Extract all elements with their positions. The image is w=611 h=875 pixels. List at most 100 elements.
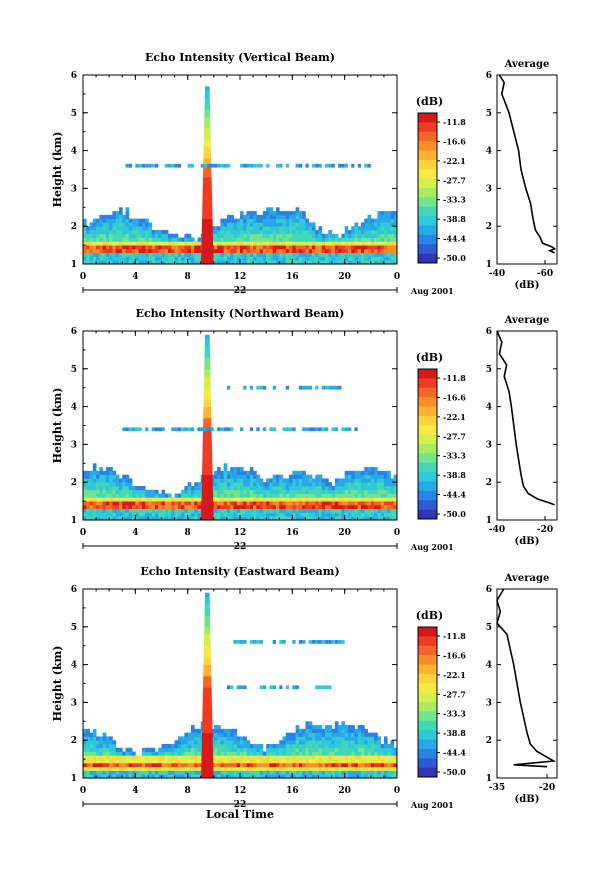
profile-title: Average xyxy=(504,573,550,584)
heatmap-cell xyxy=(393,501,398,506)
heatmap-cell xyxy=(184,504,189,510)
heatmap-cell xyxy=(177,256,182,261)
heatmap-cell xyxy=(236,467,241,472)
heatmap-cell xyxy=(370,755,375,760)
heatmap-cell xyxy=(383,248,388,254)
heatmap-spike-cell xyxy=(204,353,210,358)
heatmap-cell xyxy=(249,229,254,235)
heatmap-cell xyxy=(367,237,372,242)
heatmap-cell xyxy=(230,252,234,257)
heatmap-cell xyxy=(295,478,300,483)
heatmap-cell xyxy=(240,470,244,476)
profile-x-tick-label: -20 xyxy=(537,525,553,535)
heatmap-cell xyxy=(223,222,228,227)
colorbar-label: (dB) xyxy=(416,351,443,364)
heatmap-cell xyxy=(187,762,192,768)
heatmap-cell xyxy=(177,245,182,250)
heatmap-cell xyxy=(243,226,247,231)
heatmap-cell xyxy=(246,218,251,223)
heatmap-cell xyxy=(194,493,198,498)
heatmap-spike-cell xyxy=(201,759,214,764)
heatmap-cell xyxy=(112,497,117,502)
heatmap-cell xyxy=(213,725,218,730)
heatmap-cell xyxy=(154,770,159,775)
profile-y-tick-label: 5 xyxy=(486,623,492,633)
heatmap-spike-cell xyxy=(204,600,210,605)
heatmap-cell xyxy=(226,482,231,487)
heatmap-cell xyxy=(377,740,382,745)
heatmap-cell xyxy=(213,504,218,510)
heatmap-cell xyxy=(364,736,368,741)
heatmap-cell xyxy=(102,732,107,737)
heatmap-cell xyxy=(275,474,280,479)
heatmap-cell xyxy=(354,516,359,521)
heatmap-cell xyxy=(383,501,388,506)
heatmap-cell xyxy=(158,229,162,235)
heatmap-cell xyxy=(331,516,336,521)
colorbar-tick-label: -44.4 xyxy=(443,748,466,758)
x-tick-label: 0 xyxy=(80,272,86,282)
heatmap-band-cell xyxy=(338,640,342,644)
heatmap-cell xyxy=(246,497,251,502)
heatmap-cell xyxy=(387,743,391,749)
heatmap-cell xyxy=(164,759,169,764)
heatmap-cell xyxy=(197,751,202,756)
heatmap-cell xyxy=(125,770,130,775)
y-tick-label: 3 xyxy=(71,440,77,450)
heatmap-cell xyxy=(246,516,251,521)
heatmap-cell xyxy=(125,497,130,502)
heatmap-cell xyxy=(275,245,280,250)
heatmap-cell xyxy=(236,245,241,250)
heatmap-cell xyxy=(256,743,261,749)
heatmap-cell xyxy=(311,248,316,254)
heatmap-cell xyxy=(387,501,391,506)
heatmap-cell xyxy=(246,508,251,513)
heatmap-cell xyxy=(305,226,310,231)
x-tick-label: 0 xyxy=(394,272,400,282)
heatmap-cell xyxy=(364,218,368,223)
heatmap-cell xyxy=(187,237,192,242)
heatmap-cell xyxy=(390,755,395,760)
heatmap-cell xyxy=(285,755,290,760)
heatmap-cell xyxy=(246,233,251,238)
heatmap-band-cell xyxy=(128,427,133,432)
heatmap-cell xyxy=(377,214,382,220)
heatmap-cell xyxy=(96,743,100,749)
x-axis-label: Local Time xyxy=(206,808,274,821)
heatmap-cell xyxy=(279,260,283,265)
heatmap-cell xyxy=(311,241,316,246)
heatmap-cell xyxy=(269,501,274,506)
heatmap-cell xyxy=(328,516,332,521)
heatmap-cell xyxy=(315,245,319,250)
heatmap-cell xyxy=(92,237,97,242)
heatmap-cell xyxy=(266,774,270,779)
heatmap-cell xyxy=(325,237,329,242)
heatmap-cell xyxy=(145,512,149,517)
heatmap-cell xyxy=(92,774,97,779)
heatmap-cell xyxy=(282,774,287,779)
heatmap-cell xyxy=(96,497,100,502)
heatmap-spike-cell xyxy=(202,706,213,711)
heatmap-cell xyxy=(109,774,113,779)
heatmap-spike-cell xyxy=(203,664,212,669)
colorbar-swatch xyxy=(418,369,437,379)
heatmap-cell xyxy=(390,493,395,498)
heatmap-spike-cell xyxy=(202,218,213,223)
heatmap-spike-cell xyxy=(204,365,211,370)
heatmap-cell xyxy=(177,241,182,246)
heatmap-cell xyxy=(272,762,277,768)
heatmap-cell xyxy=(325,732,329,737)
heatmap-spike-cell xyxy=(201,485,213,491)
heatmap-cell xyxy=(272,497,277,502)
heatmap-band-cell xyxy=(269,427,273,432)
heatmap-spike-cell xyxy=(201,226,213,231)
heatmap-cell xyxy=(177,736,182,741)
heatmap-cell xyxy=(361,229,365,235)
heatmap-cell xyxy=(393,211,398,216)
heatmap-spike-cell xyxy=(202,180,212,186)
heatmap-cell xyxy=(174,766,179,771)
heatmap-cell xyxy=(125,512,130,517)
heatmap-cell xyxy=(269,260,274,265)
heatmap-band-cell xyxy=(269,685,273,690)
heatmap-cell xyxy=(240,248,244,254)
